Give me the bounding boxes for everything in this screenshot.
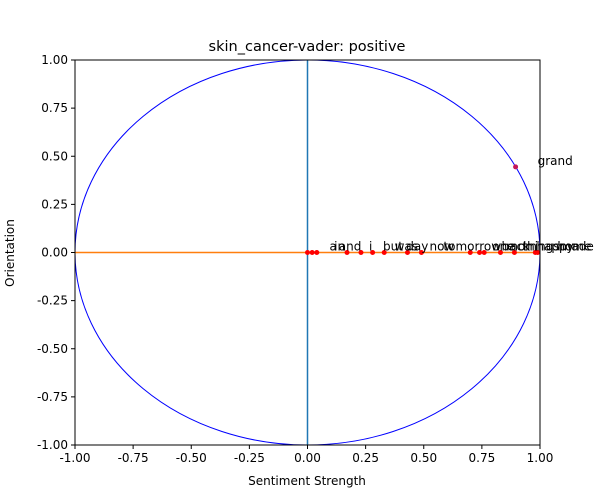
point-label-i: i — [369, 240, 372, 254]
data-point-now — [404, 250, 410, 255]
data-point-tomorrow — [418, 250, 424, 255]
y-tick-label: -1.00 — [37, 438, 68, 452]
data-point-things — [497, 250, 503, 255]
y-tick-label: 0.00 — [41, 246, 68, 260]
point-label-made: made — [560, 240, 594, 254]
data-point-i — [344, 250, 350, 255]
point-label-back: back — [502, 240, 531, 254]
x-tick-label: -0.50 — [176, 451, 207, 465]
chart-title: skin_cancer-vader: positive — [209, 39, 406, 55]
point-label-things: things — [522, 240, 559, 254]
x-tick-label: 0.25 — [352, 451, 379, 465]
y-tick-label: 0.75 — [41, 101, 68, 115]
point-label-one: one — [492, 240, 514, 254]
data-point-happy — [511, 250, 517, 255]
point-label-mom: mom — [506, 240, 537, 254]
point-label-grand: grand — [538, 154, 573, 168]
y-axis: -1.00 -0.75 -0.50 -0.25 0.00 0.25 0.50 0.75 1.00 — [37, 53, 75, 452]
data-point-grand — [513, 164, 519, 170]
point-label-was: was — [395, 240, 418, 254]
y-axis-label: Orientation — [3, 219, 17, 287]
point-label-now: now — [429, 240, 454, 254]
x-axis: -1.00 -0.75 -0.50 -0.25 0.00 0.25 0.50 0.75 1.00 — [59, 445, 553, 465]
point-label-home: home — [557, 240, 591, 254]
y-tick-label: 0.50 — [41, 149, 68, 163]
data-point-mom — [481, 250, 487, 255]
x-tick-label: 0.00 — [294, 451, 321, 465]
chart-marks — [75, 60, 540, 445]
x-tick-label: -0.75 — [118, 451, 149, 465]
y-tick-label: 1.00 — [41, 53, 68, 67]
y-tick-label: -0.75 — [37, 390, 68, 404]
data-point-day — [381, 250, 387, 255]
point-label-a: a — [330, 240, 337, 254]
x-tick-label: 0.50 — [410, 451, 437, 465]
point-label-but: but — [383, 240, 403, 254]
x-tick-label: 0.75 — [469, 451, 496, 465]
data-point-one — [467, 250, 473, 255]
data-point-a — [305, 250, 310, 255]
data-point-in — [309, 250, 315, 255]
x-axis-label: Sentiment Strength — [248, 474, 366, 488]
point-label-in: in — [334, 240, 345, 254]
data-point-but — [358, 250, 364, 255]
y-tick-label: -0.50 — [37, 342, 68, 356]
x-tick-label: 1.00 — [527, 451, 554, 465]
data-point-back — [477, 250, 483, 255]
y-tick-label: 0.25 — [41, 197, 68, 211]
point-label-tomorrow: tomorrow — [443, 240, 501, 254]
y-tick-label: -0.25 — [37, 294, 68, 308]
x-tick-label: -0.25 — [234, 451, 265, 465]
data-point-and — [314, 250, 320, 255]
x-tick-label: -1.00 — [59, 451, 90, 465]
point-label-happy: happy — [536, 240, 573, 254]
data-point-was — [370, 250, 376, 255]
point-label-day: day — [406, 240, 428, 254]
data-point-made — [535, 250, 540, 255]
point-label-and: and — [339, 240, 362, 254]
